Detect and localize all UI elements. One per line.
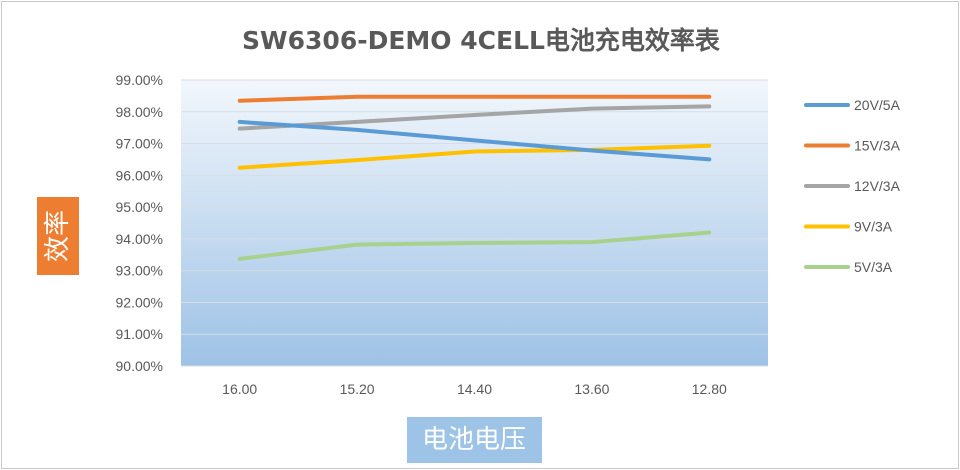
legend-label: 20V/5A [854, 97, 901, 113]
x-axis-ticks: 16.00 15.20 14.40 13.60 12.80 [222, 381, 727, 397]
y-tick-label: 95.00% [116, 199, 163, 215]
y-tick-label: 90.00% [116, 358, 163, 374]
legend-item: 9V/3A [804, 219, 893, 235]
series-line-15v-3a [237, 94, 712, 103]
legend: 20V/5A 15V/3A 12V/3A 9V/3A 5V/3A [804, 97, 901, 275]
series-line-5v-3a [237, 230, 712, 261]
y-axis-label: 效率 [37, 197, 79, 275]
x-axis-label-text: 电池电压 [422, 425, 526, 455]
legend-item: 15V/3A [804, 138, 901, 154]
y-tick-label: 98.00% [116, 104, 163, 120]
legend-item: 5V/3A [804, 259, 893, 275]
gridlines [181, 79, 768, 367]
x-tick-label: 16.00 [222, 381, 257, 397]
series-lines [237, 94, 712, 261]
legend-label: 15V/3A [854, 138, 901, 154]
legend-item: 20V/5A [804, 97, 901, 113]
y-tick-label: 92.00% [116, 294, 163, 310]
x-tick-label: 14.40 [457, 381, 492, 397]
series-line-20v-5a [237, 119, 712, 162]
y-tick-label: 93.00% [116, 263, 163, 279]
chart-title: SW6306-DEMO 4CELL电池充电效率表 [242, 26, 721, 55]
y-axis-label-text: 效率 [43, 210, 73, 262]
y-axis-label-box [37, 197, 79, 275]
legend-label: 9V/3A [854, 219, 893, 235]
x-tick-label: 12.80 [692, 381, 727, 397]
y-axis-ticks: 90.00% 91.00% 92.00% 93.00% 94.00% 95.00% 96.0… [116, 72, 163, 374]
y-tick-label: 99.00% [116, 72, 163, 88]
series-line-12v-3a [237, 104, 712, 131]
y-tick-label: 97.00% [116, 136, 163, 152]
x-tick-label: 15.20 [340, 381, 375, 397]
legend-label: 12V/3A [854, 178, 901, 194]
y-tick-label: 94.00% [116, 231, 163, 247]
y-tick-label: 91.00% [116, 326, 163, 342]
x-tick-label: 13.60 [574, 381, 609, 397]
legend-item: 12V/3A [804, 178, 901, 194]
x-axis-label: 电池电压 [407, 417, 542, 463]
x-axis-label-box [407, 417, 542, 463]
series-line-9v-3a [237, 143, 712, 170]
legend-label: 5V/3A [854, 259, 893, 275]
y-tick-label: 96.00% [116, 167, 163, 183]
